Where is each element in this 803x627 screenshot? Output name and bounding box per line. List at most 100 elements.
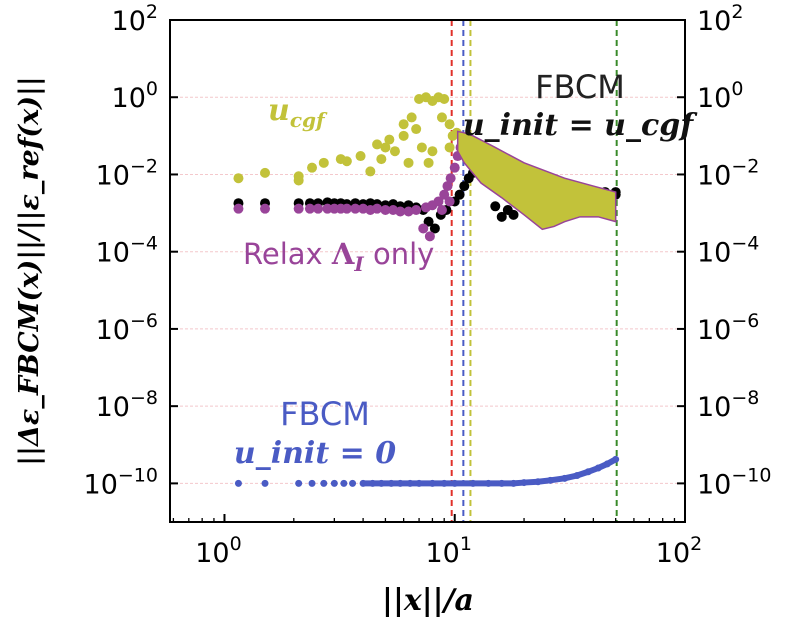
data-point — [261, 479, 269, 487]
data-point — [406, 479, 414, 487]
data-point — [454, 189, 465, 200]
data-point — [341, 203, 352, 214]
data-point — [398, 119, 409, 130]
data-point — [330, 479, 338, 487]
data-point — [442, 181, 453, 192]
bands — [456, 130, 617, 231]
data-point — [612, 455, 620, 463]
data-point — [395, 206, 406, 217]
y-tick-label-right: 10−6 — [697, 310, 759, 346]
y-tick-label-left: 10−2 — [96, 155, 158, 191]
data-point — [449, 162, 460, 173]
data-point — [376, 154, 387, 165]
data-point — [295, 479, 303, 487]
data-point — [313, 203, 324, 214]
data-point — [380, 205, 391, 216]
y-tick-label-left: 10−8 — [96, 387, 158, 423]
data-point — [546, 476, 554, 484]
data-point — [403, 157, 414, 168]
data-point — [260, 203, 271, 214]
data-point — [428, 479, 436, 487]
annotation-uinit-zero: u_init = 0 — [234, 436, 396, 471]
y-tick-label-right: 10−2 — [697, 155, 759, 191]
data-point — [340, 479, 348, 487]
y-tick-label-right: 10−10 — [697, 464, 771, 500]
data-point — [369, 479, 377, 487]
data-point — [411, 124, 422, 135]
data-point — [406, 112, 417, 123]
data-point — [424, 231, 435, 242]
y-tick-label-right: 10−8 — [697, 387, 759, 423]
data-point — [415, 479, 423, 487]
data-point — [459, 181, 470, 192]
vertical-dashed-lines — [450, 20, 618, 522]
data-point — [423, 216, 434, 227]
data-point — [416, 142, 427, 153]
data-point — [233, 203, 244, 214]
annotation-ucgf: ucgf — [268, 93, 328, 132]
data-point — [496, 211, 507, 222]
data-points — [233, 92, 621, 487]
data-point — [469, 479, 477, 487]
data-point — [445, 173, 456, 184]
data-point — [260, 167, 271, 178]
data-point — [534, 478, 542, 486]
data-point — [349, 479, 357, 487]
y-tick-label-left: 102 — [112, 1, 158, 37]
data-point — [293, 171, 304, 182]
data-point — [423, 157, 434, 168]
data-point — [389, 146, 400, 157]
data-point — [439, 93, 450, 104]
y-tick-label-left: 100 — [112, 78, 158, 114]
data-point — [304, 203, 315, 214]
data-point — [444, 142, 455, 153]
data-point — [520, 479, 528, 487]
data-point — [451, 479, 459, 487]
data-point — [350, 203, 361, 214]
data-point — [411, 205, 422, 216]
data-point — [365, 166, 376, 177]
plot-frame — [169, 19, 686, 523]
data-point — [433, 196, 444, 207]
y-tick-label-left: 10−6 — [96, 310, 158, 346]
data-point — [498, 479, 506, 487]
data-point — [403, 206, 414, 217]
series-line — [363, 456, 618, 487]
x-tick-label: 101 — [426, 533, 472, 569]
data-point — [508, 209, 519, 220]
data-point — [490, 201, 501, 212]
data-point — [573, 472, 581, 480]
y-tick-label-left: 10−4 — [96, 233, 158, 269]
annotation-relax: Relax ΛI only — [243, 237, 434, 276]
y-tick-label-right: 100 — [697, 78, 743, 114]
data-point — [398, 130, 409, 141]
data-point — [427, 146, 438, 157]
y-tick-label-right: 102 — [697, 1, 743, 37]
data-point — [436, 112, 447, 123]
data-point — [584, 468, 592, 476]
data-point — [308, 479, 316, 487]
data-point — [444, 119, 455, 130]
y-tick-label-right: 10−4 — [697, 233, 759, 269]
y-tick-label-left: 10−10 — [84, 464, 158, 500]
data-point — [233, 173, 244, 184]
data-point — [440, 479, 448, 487]
data-point — [307, 162, 318, 173]
data-point — [320, 479, 328, 487]
data-point — [372, 139, 383, 150]
data-point — [318, 157, 329, 168]
axis-ticks: 102 102 100 100 10−2 10−2 10−4 10−4 10−6 10−6 10−8… — [84, 1, 772, 569]
data-point — [436, 205, 447, 216]
data-point — [603, 460, 611, 468]
data-point — [510, 479, 518, 487]
data-point — [234, 479, 242, 487]
data-point — [396, 479, 404, 487]
annotation-fbcm-zero: FBCM — [280, 395, 370, 433]
data-point — [372, 203, 383, 214]
band — [456, 130, 617, 231]
data-point — [418, 223, 429, 234]
data-point — [429, 223, 440, 234]
data-point — [380, 142, 391, 153]
x-tick-label: 102 — [656, 533, 702, 569]
